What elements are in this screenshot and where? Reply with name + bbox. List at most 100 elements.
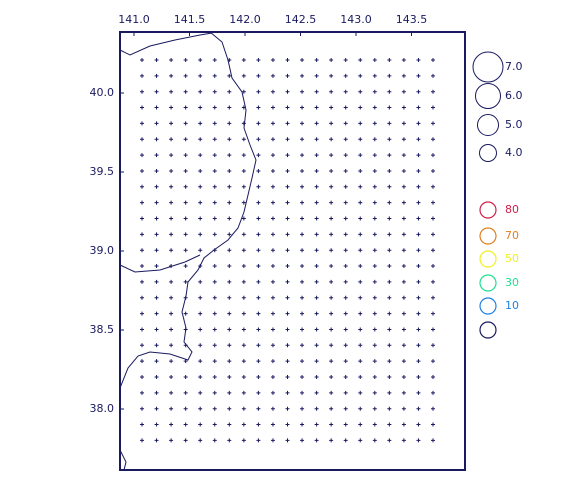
grid-cross [270, 248, 275, 253]
grid-cross [431, 73, 435, 78]
depth-label: 50 [505, 252, 519, 265]
x-tick-label: 141.5 [174, 13, 206, 26]
grid-cross [358, 264, 363, 269]
grid-cross [154, 327, 159, 332]
grid-cross [401, 438, 406, 443]
grid-cross [169, 264, 174, 269]
grid-cross [227, 200, 232, 205]
grid-cross [431, 390, 435, 395]
grid-cross [300, 311, 305, 316]
grid-cross [314, 105, 319, 110]
grid-cross [169, 311, 174, 316]
grid-cross [198, 406, 203, 411]
grid-cross [227, 73, 232, 78]
grid-cross [285, 137, 290, 142]
grid-cross [198, 295, 203, 300]
grid-cross [140, 295, 144, 300]
grid-cross [314, 216, 319, 221]
grid-cross [358, 327, 363, 332]
grid-cross [198, 327, 203, 332]
grid-cross [314, 153, 319, 158]
grid-cross [343, 311, 348, 316]
grid-cross [401, 327, 406, 332]
grid-cross [300, 264, 305, 269]
grid-cross [343, 343, 348, 348]
grid-cross [401, 121, 406, 126]
grid-cross [401, 279, 406, 284]
grid-cross [256, 153, 261, 158]
grid-cross [401, 343, 406, 348]
grid-cross [285, 295, 290, 300]
grid-cross [183, 73, 188, 78]
grid-cross [183, 390, 188, 395]
y-tick-label: 38.0 [90, 402, 115, 415]
grid-cross [387, 232, 392, 237]
grid-cross [401, 89, 406, 94]
grid-cross [256, 216, 261, 221]
grid-cross [285, 153, 290, 158]
grid-cross [431, 264, 435, 269]
grid-cross [241, 406, 246, 411]
grid-cross [431, 248, 435, 253]
grid-cross [227, 121, 232, 126]
grid-cross [270, 153, 275, 158]
grid-cross [169, 168, 174, 173]
grid-cross [198, 390, 203, 395]
grid-cross [343, 248, 348, 253]
grid-cross [343, 390, 348, 395]
grid-cross [387, 422, 392, 427]
grid-cross [212, 168, 217, 173]
grid-cross [285, 375, 290, 379]
grid-cross [154, 406, 159, 411]
grid-cross [329, 232, 334, 237]
grid-cross [256, 390, 261, 395]
grid-cross [300, 184, 305, 189]
grid-cross [358, 200, 363, 205]
grid-cross [241, 232, 246, 237]
grid-cross [416, 184, 421, 189]
grid-cross [256, 422, 261, 427]
grid-cross [314, 168, 319, 173]
grid-cross [329, 406, 334, 411]
grid-cross [183, 153, 188, 158]
grid-cross [256, 359, 261, 364]
grid-cross [256, 295, 261, 300]
grid-cross [169, 200, 174, 205]
grid-cross [183, 264, 188, 269]
grid-cross [416, 359, 421, 364]
grid-cross [329, 137, 334, 142]
grid-cross [314, 184, 319, 189]
coastline [119, 31, 257, 471]
grid-cross [198, 105, 203, 110]
grid-cross [343, 232, 348, 237]
grid-cross [387, 89, 392, 94]
grid-cross [314, 359, 319, 364]
grid-cross [227, 279, 232, 284]
grid-cross [212, 279, 217, 284]
grid-cross [256, 375, 261, 379]
grid-cross [431, 200, 435, 205]
x-tick-label: 143.0 [340, 13, 372, 26]
grid-cross [358, 153, 363, 158]
grid-cross [256, 343, 261, 348]
grid-cross [329, 153, 334, 158]
grid-cross [198, 311, 203, 316]
grid-cross [212, 390, 217, 395]
depth-label: 30 [505, 276, 519, 289]
y-tick-label: 39.5 [90, 165, 115, 178]
grid-cross [256, 279, 261, 284]
grid-cross [300, 422, 305, 427]
grid-cross [169, 184, 174, 189]
grid-cross [372, 153, 377, 158]
grid-cross [343, 438, 348, 443]
grid-cross [300, 73, 305, 78]
grid-cross [154, 422, 159, 427]
grid-cross [300, 327, 305, 332]
grid-cross [300, 216, 305, 221]
grid-cross [183, 359, 188, 364]
grid-cross [183, 422, 188, 427]
grid-cross [227, 422, 232, 427]
grid-cross [358, 168, 363, 173]
grid-cross [169, 375, 174, 379]
grid-cross [154, 105, 159, 110]
